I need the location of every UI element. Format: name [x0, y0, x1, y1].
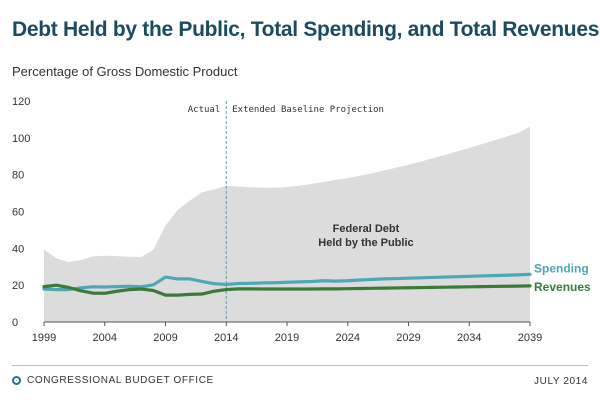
revenues-series-label: Revenues	[534, 280, 591, 294]
projection-label: Extended Baseline Projection	[232, 105, 384, 115]
y-tick-label: 80	[12, 170, 24, 182]
x-tick-label: 2024	[336, 332, 360, 344]
revenues-line	[42, 283, 532, 297]
footer-divider	[12, 365, 588, 366]
x-tick-label: 2009	[153, 332, 177, 344]
spending-line	[42, 272, 532, 292]
chart-title: Debt Held by the Public, Total Spending,…	[12, 18, 600, 41]
x-tick-label: 2019	[275, 332, 299, 344]
actual-label: Actual	[188, 105, 221, 115]
x-tick-label: 1999	[32, 332, 56, 344]
x-tick-label: 2029	[396, 332, 420, 344]
x-tick-label: 2034	[457, 332, 481, 344]
x-tick-label: 2039	[518, 332, 542, 344]
y-tick-label: 60	[12, 207, 24, 219]
spending-series-label: Spending	[534, 261, 589, 275]
cbo-seal-icon	[12, 376, 21, 385]
y-tick-label: 100	[12, 133, 30, 145]
y-axis-unit-label: Percentage of Gross Domestic Product	[12, 64, 238, 79]
debt-area-annotation: Federal Debt	[333, 223, 400, 235]
y-tick-label: 20	[12, 280, 24, 292]
y-tick-label: 120	[12, 96, 30, 108]
debt-area-annotation: Held by the Public	[318, 237, 413, 249]
x-tick-label: 2004	[93, 332, 117, 344]
x-tick-label: 2014	[214, 332, 238, 344]
y-tick-label: 0	[12, 317, 18, 329]
agency-credit: CONGRESSIONAL BUDGET OFFICE	[12, 375, 214, 386]
y-tick-label: 40	[12, 243, 24, 255]
debt-area	[44, 126, 530, 322]
publication-date: JULY 2014	[534, 376, 588, 387]
agency-name: CONGRESSIONAL BUDGET OFFICE	[27, 375, 214, 386]
